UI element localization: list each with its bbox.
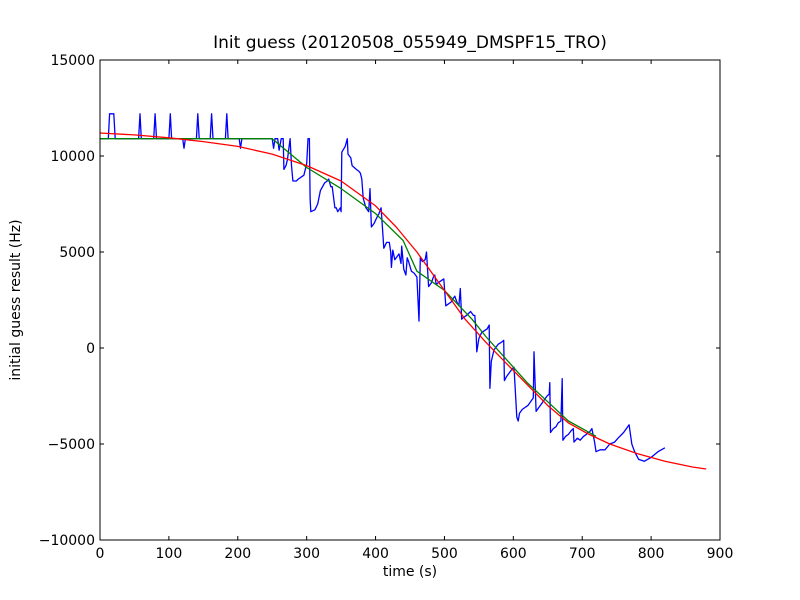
series-line-3 xyxy=(99,132,707,470)
y-axis-label: initial guess result (Hz) xyxy=(8,219,24,380)
series-lines xyxy=(99,113,707,470)
y-tick-label: 10000 xyxy=(50,149,95,165)
y-tick-label: −5000 xyxy=(48,437,95,453)
y-tick-label: 5000 xyxy=(59,245,95,261)
x-tick-label: 100 xyxy=(156,546,183,562)
axis-ticks: 0 100 200 300 400 500 600 700 800 900 −10000 −5000 0… xyxy=(39,53,734,562)
x-tick-label: 900 xyxy=(707,546,734,562)
plot-frame xyxy=(99,59,721,541)
x-tick-label: 500 xyxy=(431,546,458,562)
series-line-2 xyxy=(100,138,597,437)
x-tick-label: 800 xyxy=(638,546,665,562)
x-axis-label: time (s) xyxy=(383,564,437,580)
y-tick-label: 15000 xyxy=(50,53,95,69)
plot-area xyxy=(100,60,720,540)
x-tick-label: 200 xyxy=(224,546,251,562)
x-tick-label: 300 xyxy=(293,546,320,562)
series-line-1 xyxy=(100,113,666,462)
chart-title: Init guess (20120508_055949_DMSPF15_TRO) xyxy=(213,33,607,53)
x-tick-label: 700 xyxy=(569,546,596,562)
y-tick-label: 0 xyxy=(86,341,95,357)
x-tick-label: 0 xyxy=(96,546,105,562)
y-tick-label: −10000 xyxy=(39,533,95,549)
x-tick-label: 600 xyxy=(500,546,527,562)
x-tick-label: 400 xyxy=(362,546,389,562)
